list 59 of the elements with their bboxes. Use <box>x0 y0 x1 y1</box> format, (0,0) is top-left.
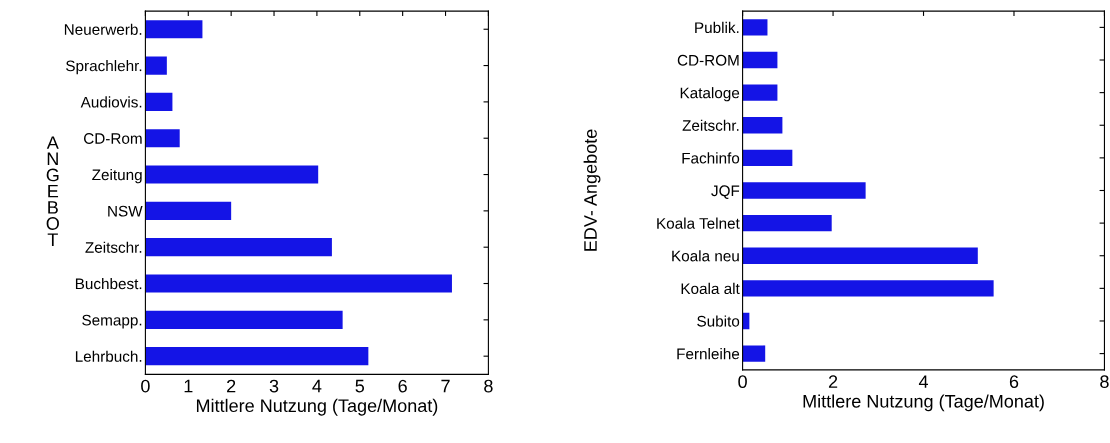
x-tick-label: 2 <box>828 375 838 388</box>
y-tick-label: Audiovis. <box>80 96 142 108</box>
bar <box>145 201 232 220</box>
y-tick-label: Kataloge <box>680 87 740 102</box>
x-tick-label: 4 <box>918 375 929 388</box>
bar <box>145 92 173 111</box>
x-tick-label: 0 <box>141 379 150 393</box>
bar <box>742 247 978 264</box>
bar <box>742 19 768 36</box>
x-tick-label: 3 <box>269 379 279 393</box>
x-tick-label: 8 <box>1100 375 1109 389</box>
bar <box>145 20 203 39</box>
bar <box>145 165 319 184</box>
y-tick-label: Sprachlehr. <box>66 60 142 75</box>
bar <box>742 149 793 167</box>
x-tick-label: 1 <box>184 379 193 393</box>
y-tick-label: Zeitschr. <box>85 241 142 253</box>
bar <box>145 347 369 366</box>
x-tick-label: 6 <box>398 379 407 393</box>
x-tick-label: 4 <box>312 379 322 393</box>
bar <box>145 129 180 148</box>
x-tick-label: 8 <box>484 379 493 393</box>
bar <box>742 214 832 232</box>
bar <box>145 274 452 293</box>
bar <box>742 280 994 297</box>
y-tick-label: Neuerwerb. <box>64 23 142 35</box>
bar <box>145 238 332 257</box>
bar <box>742 117 783 134</box>
x-tick-label: 2 <box>227 379 236 393</box>
y-tick-label: Lehrbuch. <box>75 350 142 362</box>
y-tick-label: Fernleihe <box>677 348 740 360</box>
y-tick-label: Buchbest. <box>75 277 142 290</box>
bar <box>742 182 866 199</box>
y-tick-label: NSW <box>108 205 143 217</box>
bar <box>742 84 778 101</box>
y-tick-label: Semapp. <box>82 314 142 329</box>
x-tick-label: 6 <box>1009 375 1019 389</box>
bar <box>145 310 343 329</box>
bar <box>742 51 778 69</box>
y-axis-title: ANGEBOT <box>46 136 59 246</box>
x-axis-title: Mittlere Nutzung (Tage/Monat) <box>196 398 438 416</box>
y-tick-label: Zeitschr. <box>682 119 739 131</box>
y-tick-label: Publik. <box>695 21 739 34</box>
y-tick-label: CD-ROM <box>677 54 739 66</box>
y-axis-title: EDV- Angebote <box>583 129 601 251</box>
y-tick-label: Koala alt <box>681 282 740 295</box>
x-axis-title: Mittlere Nutzung (Tage/Monat) <box>803 394 1044 412</box>
y-tick-label: Zeitung <box>92 169 142 184</box>
x-tick-label: 7 <box>441 379 450 393</box>
y-tick-label: JQF <box>711 185 740 199</box>
x-tick-label: 5 <box>355 379 365 393</box>
y-tick-label: Koala Telnet <box>657 217 740 229</box>
bar <box>742 345 766 362</box>
y-tick-label: Subito <box>697 315 740 327</box>
y-tick-label: Koala neu <box>672 250 739 262</box>
y-tick-label: CD-Rom <box>84 133 142 144</box>
x-tick-label: 0 <box>738 375 747 389</box>
y-tick-label: Fachinfo <box>682 152 740 164</box>
bar <box>145 56 167 75</box>
